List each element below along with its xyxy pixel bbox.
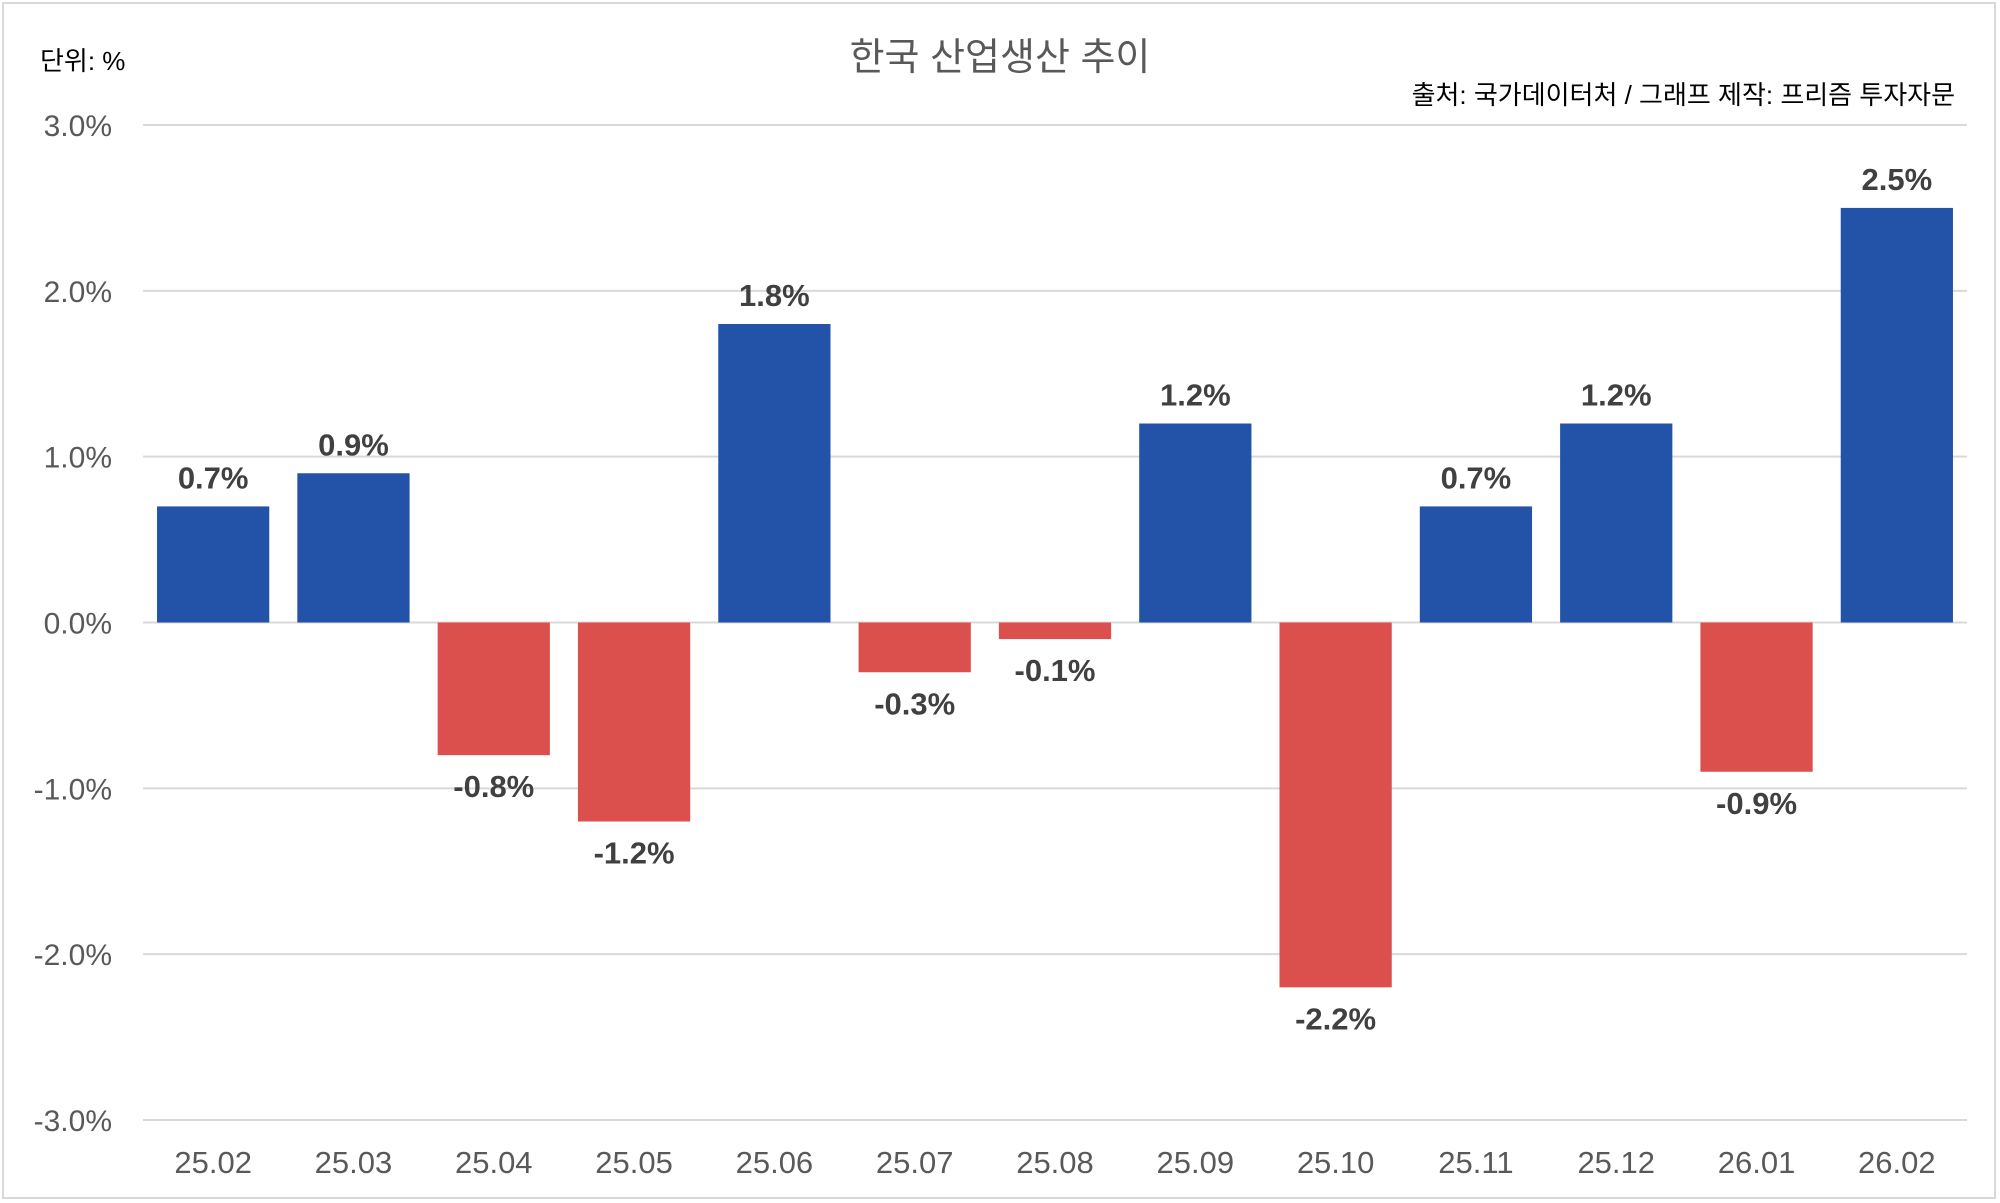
- x-tick-label: 25.06: [736, 1145, 814, 1180]
- x-tick-label: 25.02: [174, 1145, 252, 1180]
- x-tick-label: 25.07: [876, 1145, 954, 1180]
- y-tick-label: 3.0%: [44, 110, 112, 143]
- y-tick-label: -2.0%: [34, 939, 112, 972]
- data-label: 0.7%: [1441, 460, 1512, 495]
- bar-25.08: [998, 622, 1112, 640]
- data-label: -0.8%: [453, 769, 534, 804]
- bar-25.11: [1419, 506, 1533, 623]
- bars: [157, 207, 1953, 988]
- bar-25.02: [157, 506, 270, 623]
- x-tick-label: 25.08: [1016, 1145, 1094, 1180]
- y-tick-label: 1.0%: [44, 442, 112, 475]
- bar-26.01: [1700, 622, 1813, 772]
- data-label: 1.2%: [1581, 378, 1652, 413]
- bar-26.02: [1840, 207, 1953, 623]
- bar-25.04: [437, 622, 550, 756]
- y-tick-label: 2.0%: [44, 276, 112, 309]
- x-tick-label: 25.04: [455, 1145, 533, 1180]
- data-label: -0.9%: [1716, 786, 1797, 821]
- bar-25.03: [297, 473, 410, 623]
- data-label: -2.2%: [1295, 1001, 1376, 1036]
- x-tick-label: 25.11: [1438, 1145, 1513, 1180]
- x-tick-label: 25.10: [1297, 1145, 1375, 1180]
- bar-25.06: [718, 324, 831, 623]
- data-label: -1.2%: [594, 836, 675, 871]
- bar-25.10: [1279, 622, 1392, 988]
- bar-25.09: [1139, 423, 1252, 623]
- data-label: -0.1%: [1015, 653, 1096, 688]
- unit-label: 단위: %: [40, 46, 125, 76]
- data-label: -0.3%: [874, 686, 955, 721]
- y-tick-label: -3.0%: [34, 1105, 112, 1138]
- data-labels: 0.7% 0.9% -0.8% -1.2% 1.8% -0.3% -0.1% 1.2% -2.2…: [178, 162, 1932, 1036]
- y-axis: 3.0% 2.0% 1.0% 0.0% -1.0% -2.0% -3.0%: [34, 110, 112, 1138]
- y-tick-label: 0.0%: [44, 608, 112, 641]
- data-label: 1.2%: [1160, 378, 1231, 413]
- x-tick-label: 26.01: [1718, 1145, 1796, 1180]
- data-label: 0.9%: [318, 427, 389, 462]
- data-label: 0.7%: [178, 460, 249, 495]
- source-note: 출처: 국가데이터처 / 그래프 제작: 프리즘 투자자문: [1412, 80, 1955, 110]
- x-axis: 25.02 25.03 25.04 25.05 25.06 25.07 25.08 25.09…: [174, 1145, 1935, 1180]
- data-label: 1.8%: [739, 278, 810, 313]
- bar-25.07: [858, 622, 971, 673]
- bar-25.12: [1560, 423, 1673, 623]
- x-tick-label: 25.12: [1577, 1145, 1655, 1180]
- data-label: 2.5%: [1862, 162, 1933, 197]
- x-tick-label: 25.09: [1157, 1145, 1235, 1180]
- bar-25.05: [577, 622, 691, 822]
- x-tick-label: 26.02: [1858, 1145, 1936, 1180]
- chart-title: 한국 산업생산 추이: [850, 37, 1151, 79]
- x-tick-label: 25.03: [315, 1145, 393, 1180]
- y-tick-label: -1.0%: [34, 773, 112, 806]
- x-tick-label: 25.05: [595, 1145, 673, 1180]
